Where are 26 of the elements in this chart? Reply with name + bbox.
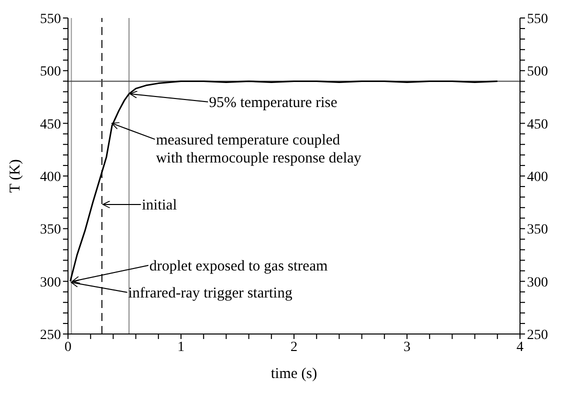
y-axis-title: T (K) xyxy=(7,159,24,193)
y2-tick-label: 550 xyxy=(527,12,548,27)
annotation: initial xyxy=(142,197,177,214)
y-tick-label: 250 xyxy=(40,328,61,343)
y2-tick-label: 300 xyxy=(527,275,548,290)
x-tick-label: 0 xyxy=(64,340,72,355)
y2-tick-label: 400 xyxy=(527,170,548,185)
annotation: measured temperature coupled with thermocouple response delay xyxy=(156,132,362,166)
y-tick-label: 450 xyxy=(40,117,61,132)
y-tick-label: 300 xyxy=(40,275,61,290)
x-tick-label: 3 xyxy=(404,340,410,355)
annotation: 95% temperature rise xyxy=(209,94,338,111)
annotation: infrared-ray trigger starting xyxy=(128,285,293,302)
y-tick-label: 500 xyxy=(40,64,61,80)
y2-tick-label: 350 xyxy=(527,222,548,238)
y-tick-label: 350 xyxy=(40,222,61,238)
y-tick-label: 550 xyxy=(40,12,61,27)
x-axis-title: time (s) xyxy=(270,366,318,382)
x-tick-label: 4 xyxy=(516,340,524,355)
y-tick-label: 400 xyxy=(40,170,61,185)
x-tick-label: 1 xyxy=(178,340,184,355)
annotation: droplet exposed to gas stream xyxy=(149,258,328,274)
y2-tick-label: 500 xyxy=(527,64,548,80)
y2-tick-label: 450 xyxy=(527,117,548,132)
x-tick-label: 2 xyxy=(290,340,298,355)
y2-tick-label: 250 xyxy=(527,328,548,343)
